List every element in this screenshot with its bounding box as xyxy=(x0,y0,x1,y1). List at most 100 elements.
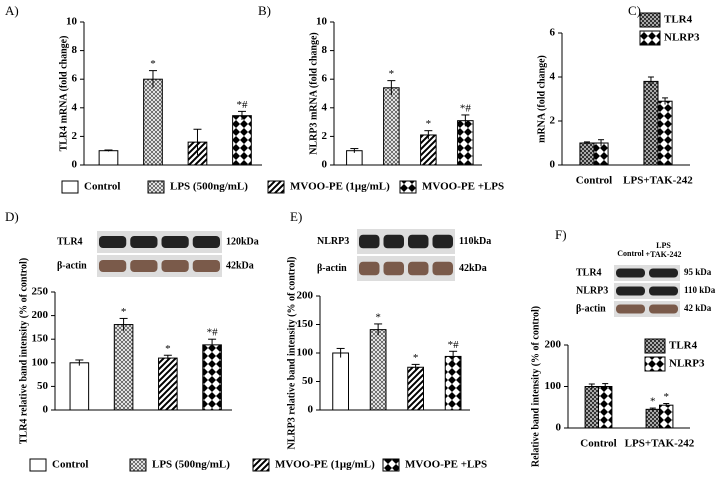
bar xyxy=(202,344,222,411)
y-tick-label: 0 xyxy=(308,404,314,416)
blot-band xyxy=(649,304,678,314)
legend-label: MVOO-PE (1μg/mL) xyxy=(290,181,390,193)
bar xyxy=(232,115,252,166)
bar xyxy=(383,87,400,166)
legend-label: MVOO-PE +LPS xyxy=(422,181,504,193)
panel-label: E) xyxy=(290,209,302,224)
y-tick-label: 0 xyxy=(43,404,49,416)
legend-label: NLRP3 xyxy=(669,358,705,370)
blot-band xyxy=(383,234,404,249)
legend-swatch xyxy=(639,12,661,28)
y-tick-label: 8 xyxy=(72,44,78,56)
bar xyxy=(158,357,178,411)
blot-band xyxy=(408,261,429,276)
bar xyxy=(332,352,349,411)
legend-swatch xyxy=(129,458,147,472)
blot-band xyxy=(649,268,678,278)
y-tick-label: 100 xyxy=(32,356,49,368)
y-axis-label: NLRP3 mRNA (fold change) xyxy=(308,32,319,155)
legend-label: Control xyxy=(84,181,120,193)
y-tick-label: 4 xyxy=(550,71,556,83)
y-axis-label: TLR4 mRNA (fold change) xyxy=(58,36,69,152)
blot-size-label: 120kDa xyxy=(226,236,259,247)
panel-label: D) xyxy=(5,209,19,224)
y-axis-label: TLR4 relative band intensity (% of contr… xyxy=(18,258,29,444)
significance-mark: *# xyxy=(207,327,219,339)
blot-background xyxy=(97,231,222,253)
blot-band xyxy=(432,234,453,249)
blot-band xyxy=(616,304,645,314)
blot-band xyxy=(161,236,189,248)
blot-band xyxy=(432,261,453,276)
panel-label: C) xyxy=(628,3,641,18)
bar xyxy=(143,78,163,166)
legend-swatch xyxy=(399,180,417,194)
y-tick-label: 50 xyxy=(302,375,314,387)
y-tick-label: 150 xyxy=(32,333,49,345)
bar xyxy=(98,150,119,166)
y-tick-label: 2 xyxy=(72,130,78,142)
blot-size-label: 95 kDa xyxy=(684,267,712,277)
bar xyxy=(69,362,90,411)
blot-band xyxy=(99,236,127,248)
blot-band xyxy=(161,260,189,272)
legend-swatch xyxy=(147,180,165,194)
blot-size-label: 42kDa xyxy=(226,260,254,271)
legend-swatch xyxy=(267,180,285,194)
significance-mark: *# xyxy=(448,339,460,351)
bar xyxy=(113,324,134,411)
legend-swatch xyxy=(382,458,400,472)
panel-label: A) xyxy=(5,3,19,18)
legend-swatch xyxy=(29,458,47,472)
y-tick-label: 6 xyxy=(550,27,556,39)
y-tick-label: 8 xyxy=(322,44,328,56)
legend-swatch xyxy=(644,356,666,372)
blot-band xyxy=(192,260,220,272)
y-axis-label: mRNA (fold change) xyxy=(536,55,547,143)
y-tick-label: 0 xyxy=(556,422,562,434)
blot-column-label: Control xyxy=(617,249,644,258)
y-tick-label: 250 xyxy=(32,286,49,298)
y-tick-label: 0 xyxy=(322,159,328,171)
y-tick-label: 100 xyxy=(545,380,562,392)
blot-band xyxy=(99,260,127,272)
x-tick-label: LPS+TAK-242 xyxy=(625,438,695,450)
y-tick-label: 200 xyxy=(545,339,562,351)
y-tick-label: 10 xyxy=(66,16,78,28)
legend-swatch xyxy=(644,338,666,354)
y-tick-label: 6 xyxy=(322,73,328,85)
legend-label: TLR4 xyxy=(669,340,698,352)
legend-label: TLR4 xyxy=(664,14,693,26)
blot-row-label: TLR4 xyxy=(576,267,602,278)
bar xyxy=(657,100,673,166)
bar xyxy=(369,329,387,411)
legend-label: MVOO-PE (1μg/mL) xyxy=(275,459,375,471)
blot-size-label: 110 kDa xyxy=(684,285,716,295)
bar xyxy=(444,355,462,411)
y-tick-label: 2 xyxy=(322,130,328,142)
y-tick-label: 150 xyxy=(297,318,314,330)
significance-mark: *# xyxy=(460,102,472,114)
blot-band xyxy=(408,234,429,249)
bar xyxy=(598,386,613,429)
y-tick-label: 0 xyxy=(550,159,556,171)
bar xyxy=(643,80,659,166)
legend-swatch xyxy=(61,180,79,194)
y-tick-label: 2 xyxy=(550,115,556,127)
blot-row-label: β-actin xyxy=(57,260,87,271)
bar xyxy=(584,386,600,429)
significance-mark: * xyxy=(389,68,395,80)
blot-band xyxy=(616,286,645,296)
bar xyxy=(579,142,595,166)
blot-background xyxy=(97,255,222,277)
y-tick-label: 50 xyxy=(37,380,49,392)
blot-row-label: β-actin xyxy=(576,303,606,314)
legend-label: LPS (500ng/mL) xyxy=(170,181,248,193)
x-tick-label: LPS+TAK-242 xyxy=(623,175,693,187)
significance-mark: * xyxy=(663,391,669,403)
y-tick-label: 100 xyxy=(297,347,314,359)
y-tick-label: 200 xyxy=(297,290,314,302)
blot-band xyxy=(359,234,380,249)
y-tick-label: 0 xyxy=(72,159,78,171)
